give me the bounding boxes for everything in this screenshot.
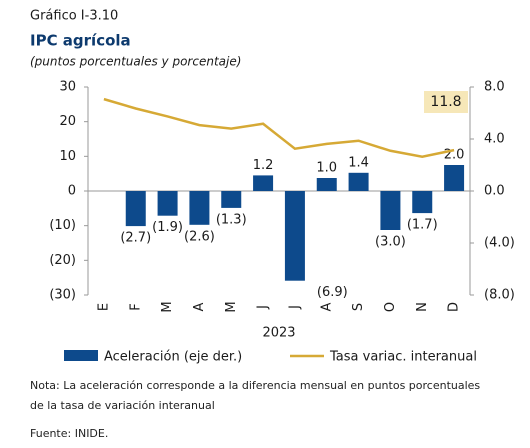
bar [380,191,401,230]
x-tick-label: J [256,305,271,310]
y-tick-label: 30 [59,80,76,95]
bar [253,175,274,191]
x-tick-label: A [192,302,207,311]
data-label: (1.7) [407,218,438,233]
data-label: (2.6) [184,229,215,244]
data-label: 1.2 [253,158,274,173]
chart-title: IPC agrícola [30,32,131,50]
x-tick-label: O [383,302,398,312]
x-axis-label: 2023 [262,326,295,341]
x-tick-label: E [96,303,111,311]
y-tick-label: (20) [49,253,76,268]
y2-tick-label: 4.0 [484,132,505,147]
x-tick-label: A [319,302,334,311]
y2-tick-label: 0.0 [484,184,505,199]
bar [348,172,369,191]
figure-label: Gráfico I-3.10 [30,9,118,24]
y-tick-label: (10) [49,218,76,233]
y2-tick-label: 8.0 [484,80,505,95]
x-tick-label: J [287,305,302,310]
x-tick-label: M [160,301,175,312]
bar [157,191,178,216]
bar [316,178,337,191]
data-label: 2.0 [444,148,465,163]
line [103,97,455,158]
data-label: (1.3) [216,212,247,227]
bar [125,191,146,227]
bar [412,191,433,214]
data-label: 1.0 [316,161,337,176]
x-tick-label: F [128,303,143,310]
chart: Gráfico I-3.10 IPC agrícola (puntos porc… [30,9,515,365]
x-tick-label: M [224,301,239,312]
y2-tick-label: (4.0) [484,236,515,251]
data-label: 11.8 [430,94,461,110]
x-tick-label: S [351,303,366,311]
data-label: (6.9) [317,285,348,300]
y-tick-label: 10 [59,149,76,164]
legend-label: Aceleración (eje der.) [104,350,242,365]
note: Nota: La aceleración corresponde a la di… [30,379,481,412]
bar [221,191,242,208]
bar [189,191,210,225]
chart-subtitle: (puntos porcentuales y porcentaje) [30,55,241,69]
legend-swatch [64,350,98,361]
y-tick-label: 0 [68,184,76,199]
bar [284,191,305,281]
bar [444,165,465,191]
x-tick-label: N [415,302,430,312]
data-label: (3.0) [375,235,406,250]
x-tick-label: D [447,302,462,312]
y2-tick-label: (8.0) [484,288,515,303]
source: Fuente: INIDE. [30,427,109,440]
data-label: (1.9) [152,220,183,235]
data-label: (2.7) [120,231,151,246]
data-label: 1.4 [348,155,369,170]
legend-label: Tasa variac. interanual [329,350,477,365]
label-box [424,91,468,113]
y-tick-label: (30) [49,288,76,303]
y-tick-label: 20 [59,114,76,129]
